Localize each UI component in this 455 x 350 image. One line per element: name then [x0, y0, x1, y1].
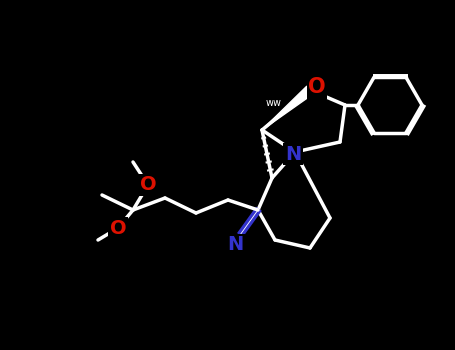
Text: N: N: [285, 145, 301, 163]
Text: O: O: [308, 77, 326, 97]
Text: N: N: [227, 236, 243, 254]
Polygon shape: [262, 86, 313, 130]
Text: O: O: [140, 175, 157, 195]
Text: O: O: [110, 218, 126, 238]
Text: ww: ww: [266, 98, 282, 108]
